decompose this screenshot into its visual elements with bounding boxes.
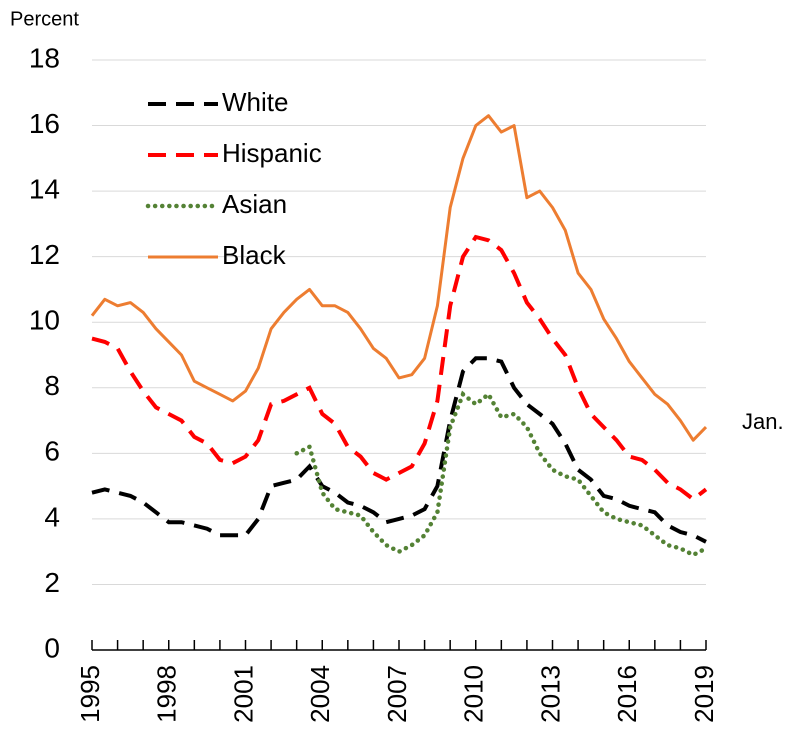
y-tick-label: 2 bbox=[44, 567, 60, 598]
x-tick-label: 2016 bbox=[612, 665, 642, 723]
x-tick-label: 2001 bbox=[228, 665, 258, 723]
y-axis-label: Percent bbox=[10, 8, 79, 30]
x-tick-label: 2013 bbox=[535, 665, 565, 723]
series-line bbox=[91, 234, 708, 502]
legend-label: Asian bbox=[222, 189, 287, 219]
y-tick-label: 6 bbox=[44, 436, 60, 467]
x-tick-label: 2019 bbox=[689, 665, 719, 723]
x-tick-label: 2004 bbox=[305, 665, 335, 723]
x-tick-label: 1998 bbox=[152, 665, 182, 723]
legend-label: Hispanic bbox=[222, 138, 322, 168]
y-tick-label: 14 bbox=[29, 174, 60, 205]
y-tick-label: 4 bbox=[44, 501, 60, 532]
y-tick-label: 10 bbox=[29, 305, 60, 336]
y-tick-label: 16 bbox=[29, 108, 60, 139]
x-tick-label: 2010 bbox=[459, 665, 489, 723]
series-line bbox=[91, 356, 707, 544]
annotation: Jan. bbox=[742, 409, 784, 434]
x-tick-label: 2007 bbox=[382, 665, 412, 723]
y-tick-label: 12 bbox=[29, 239, 60, 270]
y-tick-label: 18 bbox=[29, 42, 60, 73]
series-line bbox=[90, 114, 708, 442]
legend-label: Black bbox=[222, 240, 287, 270]
x-tick-label: 1995 bbox=[75, 665, 105, 723]
series-line bbox=[294, 390, 709, 558]
y-tick-label: 0 bbox=[44, 632, 60, 663]
y-tick-label: 8 bbox=[44, 370, 60, 401]
legend-label: White bbox=[222, 87, 288, 117]
